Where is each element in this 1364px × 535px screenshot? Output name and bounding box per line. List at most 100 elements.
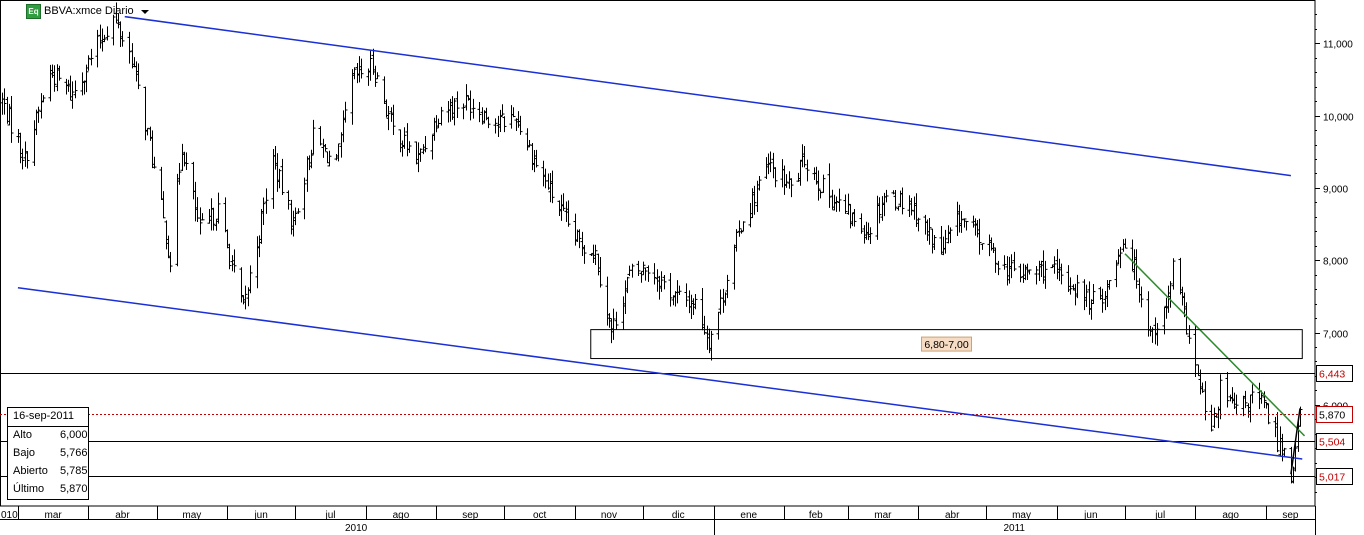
info-open-value: 5,785 <box>60 465 88 477</box>
chart-title-bar[interactable]: Eq BBVA:xmce Diario <box>26 3 149 19</box>
ohlc-bar <box>327 150 332 167</box>
ohlc-bar <box>852 209 857 227</box>
ohlc-bar <box>352 67 357 80</box>
ohlc-bar <box>511 107 516 118</box>
ohlc-bar <box>1212 407 1217 428</box>
ohlc-bar <box>471 98 476 119</box>
ohlc-bar <box>36 106 41 123</box>
ohlc-bar <box>293 207 298 226</box>
ohlc-bar <box>927 217 932 245</box>
ohlc-bar <box>41 95 46 103</box>
ohlc-bar <box>725 274 730 299</box>
month-label: feb <box>809 510 823 521</box>
ohlc-bar <box>684 283 689 307</box>
ohlc-bar <box>805 159 810 182</box>
info-row-high: Alto 6,000 <box>13 429 88 443</box>
ohlc-bar <box>1118 246 1123 269</box>
info-low-value: 5,766 <box>60 447 88 459</box>
ohlc-bar <box>277 168 282 189</box>
ohlc-bar <box>893 190 898 211</box>
month-label: mar <box>874 510 892 521</box>
ohlc-bar <box>582 245 587 264</box>
level-value-label: 6,443 <box>1319 369 1345 381</box>
ohlc-bar <box>102 34 107 43</box>
ohlc-bar <box>318 126 323 146</box>
month-label: nov <box>601 510 617 521</box>
ohlc-bar <box>1225 371 1230 408</box>
ohlc-bar <box>784 174 789 188</box>
support-zone-box <box>590 329 1303 360</box>
ohlc-bar <box>677 285 682 296</box>
ohlc-bar <box>1200 382 1205 393</box>
ohlc-bar <box>693 294 698 310</box>
level-value-box <box>1316 468 1353 485</box>
ohlc-bar <box>662 274 667 290</box>
level-value-label: 5,017 <box>1319 472 1345 484</box>
ohlc-bar <box>1209 404 1214 432</box>
ohlc-bar <box>1002 255 1007 270</box>
month-label: may <box>1012 510 1031 521</box>
ohlc-bar <box>909 198 914 216</box>
level-value-box <box>1316 433 1353 450</box>
y-tick-label: 9,000 <box>1323 185 1348 196</box>
ohlc-bar <box>859 213 864 234</box>
ohlc-bar <box>643 267 648 281</box>
ohlc-bar <box>802 145 807 168</box>
ohlc-bar <box>302 177 307 220</box>
ohlc-bar <box>1059 263 1064 285</box>
month-label: abr <box>945 510 960 521</box>
ohlc-bar <box>962 218 967 228</box>
ohlc-bar <box>127 31 132 64</box>
ohlc-bar <box>286 190 291 210</box>
ohlc-bar <box>1075 274 1080 299</box>
y-tick-label: 7,000 <box>1323 330 1348 341</box>
month-label: jun <box>253 510 267 521</box>
ohlc-bar <box>964 220 969 231</box>
ohlc-bar <box>407 141 412 153</box>
ohlc-bar <box>95 29 100 68</box>
month-label: dic <box>672 510 685 521</box>
ohlc-bar <box>709 330 714 361</box>
month-label: abr <box>115 510 130 521</box>
ohlc-bar <box>1052 256 1057 274</box>
ohlc-bar <box>2 88 7 115</box>
ohlc-bar <box>1171 258 1176 290</box>
ohlc-bar <box>916 217 921 232</box>
ohlc-bar <box>343 101 348 123</box>
ohlc-bar <box>636 260 641 276</box>
ohlc-bar <box>1027 269 1032 275</box>
ohlc-bar <box>752 185 757 215</box>
ohlc-bar <box>518 115 523 135</box>
ohlc-bar <box>1100 288 1105 313</box>
ohlc-bar <box>1282 447 1287 456</box>
ohlc-bar <box>52 65 57 92</box>
ohlc-bar <box>1018 263 1023 283</box>
ohlc-bar <box>1266 403 1271 425</box>
chevron-down-icon[interactable] <box>140 10 149 14</box>
ohlc-bar <box>248 265 253 294</box>
month-label: jul <box>1154 510 1165 521</box>
ohlc-bar <box>1168 281 1173 308</box>
ohlc-bar <box>1139 286 1144 308</box>
ohlc-bar <box>434 115 439 133</box>
ohlc-bar <box>309 149 314 169</box>
ohlc-bar <box>439 106 444 126</box>
ohlc-bar <box>232 249 237 273</box>
year-label: 2010 <box>345 523 368 534</box>
ohlc-bar <box>827 163 832 208</box>
info-row-last: Último 5,870 <box>13 483 88 497</box>
ohlc-bar <box>1107 280 1112 290</box>
level-value-box <box>1316 406 1353 423</box>
ohlc-bar <box>773 167 778 188</box>
ohlc-bar <box>1043 260 1048 289</box>
ohlc-bar <box>652 263 657 285</box>
ohlc-bar <box>550 170 555 204</box>
ohlc-bar <box>611 308 616 340</box>
ohlc-bar <box>566 200 571 227</box>
ohlc-bar <box>177 162 182 185</box>
ohlc-bar <box>741 221 746 232</box>
ohlc-bar <box>816 170 821 201</box>
ohlc-bar <box>261 197 266 225</box>
info-low-label: Bajo <box>13 447 36 459</box>
